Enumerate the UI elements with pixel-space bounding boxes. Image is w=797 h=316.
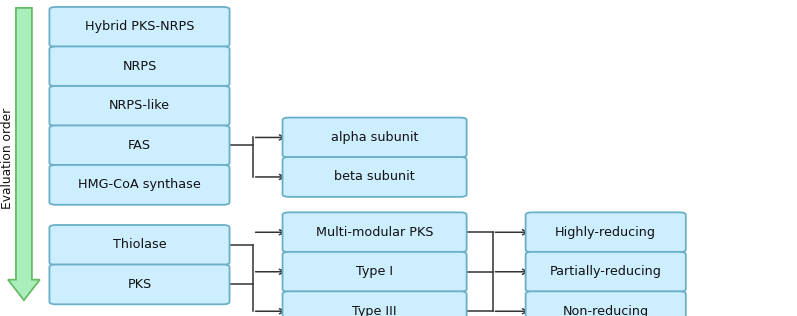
Text: Non-reducing: Non-reducing — [563, 305, 649, 316]
FancyBboxPatch shape — [49, 225, 230, 265]
FancyBboxPatch shape — [49, 46, 230, 86]
FancyBboxPatch shape — [49, 7, 230, 47]
Text: NRPS-like: NRPS-like — [109, 99, 170, 112]
FancyBboxPatch shape — [525, 291, 685, 316]
Text: beta subunit: beta subunit — [334, 170, 415, 184]
Text: Partially-reducing: Partially-reducing — [550, 265, 662, 278]
FancyBboxPatch shape — [282, 252, 466, 292]
Text: HMG-CoA synthase: HMG-CoA synthase — [78, 178, 201, 191]
Text: PKS: PKS — [128, 278, 151, 291]
Text: Evaluation order: Evaluation order — [2, 107, 14, 209]
FancyBboxPatch shape — [49, 125, 230, 165]
FancyBboxPatch shape — [525, 252, 685, 292]
FancyBboxPatch shape — [282, 118, 466, 157]
Text: alpha subunit: alpha subunit — [331, 131, 418, 144]
Text: NRPS: NRPS — [122, 60, 157, 73]
FancyBboxPatch shape — [49, 86, 230, 126]
Text: Type I: Type I — [356, 265, 393, 278]
FancyBboxPatch shape — [282, 291, 466, 316]
Text: Multi-modular PKS: Multi-modular PKS — [316, 226, 434, 239]
FancyBboxPatch shape — [525, 212, 685, 252]
FancyBboxPatch shape — [282, 212, 466, 252]
Text: FAS: FAS — [128, 139, 151, 152]
FancyArrow shape — [8, 8, 40, 300]
FancyBboxPatch shape — [49, 264, 230, 304]
Text: Hybrid PKS-NRPS: Hybrid PKS-NRPS — [84, 20, 194, 33]
FancyBboxPatch shape — [282, 157, 466, 197]
Text: Thiolase: Thiolase — [112, 238, 167, 252]
Text: Highly-reducing: Highly-reducing — [556, 226, 656, 239]
FancyBboxPatch shape — [49, 165, 230, 205]
Text: Type III: Type III — [352, 305, 397, 316]
